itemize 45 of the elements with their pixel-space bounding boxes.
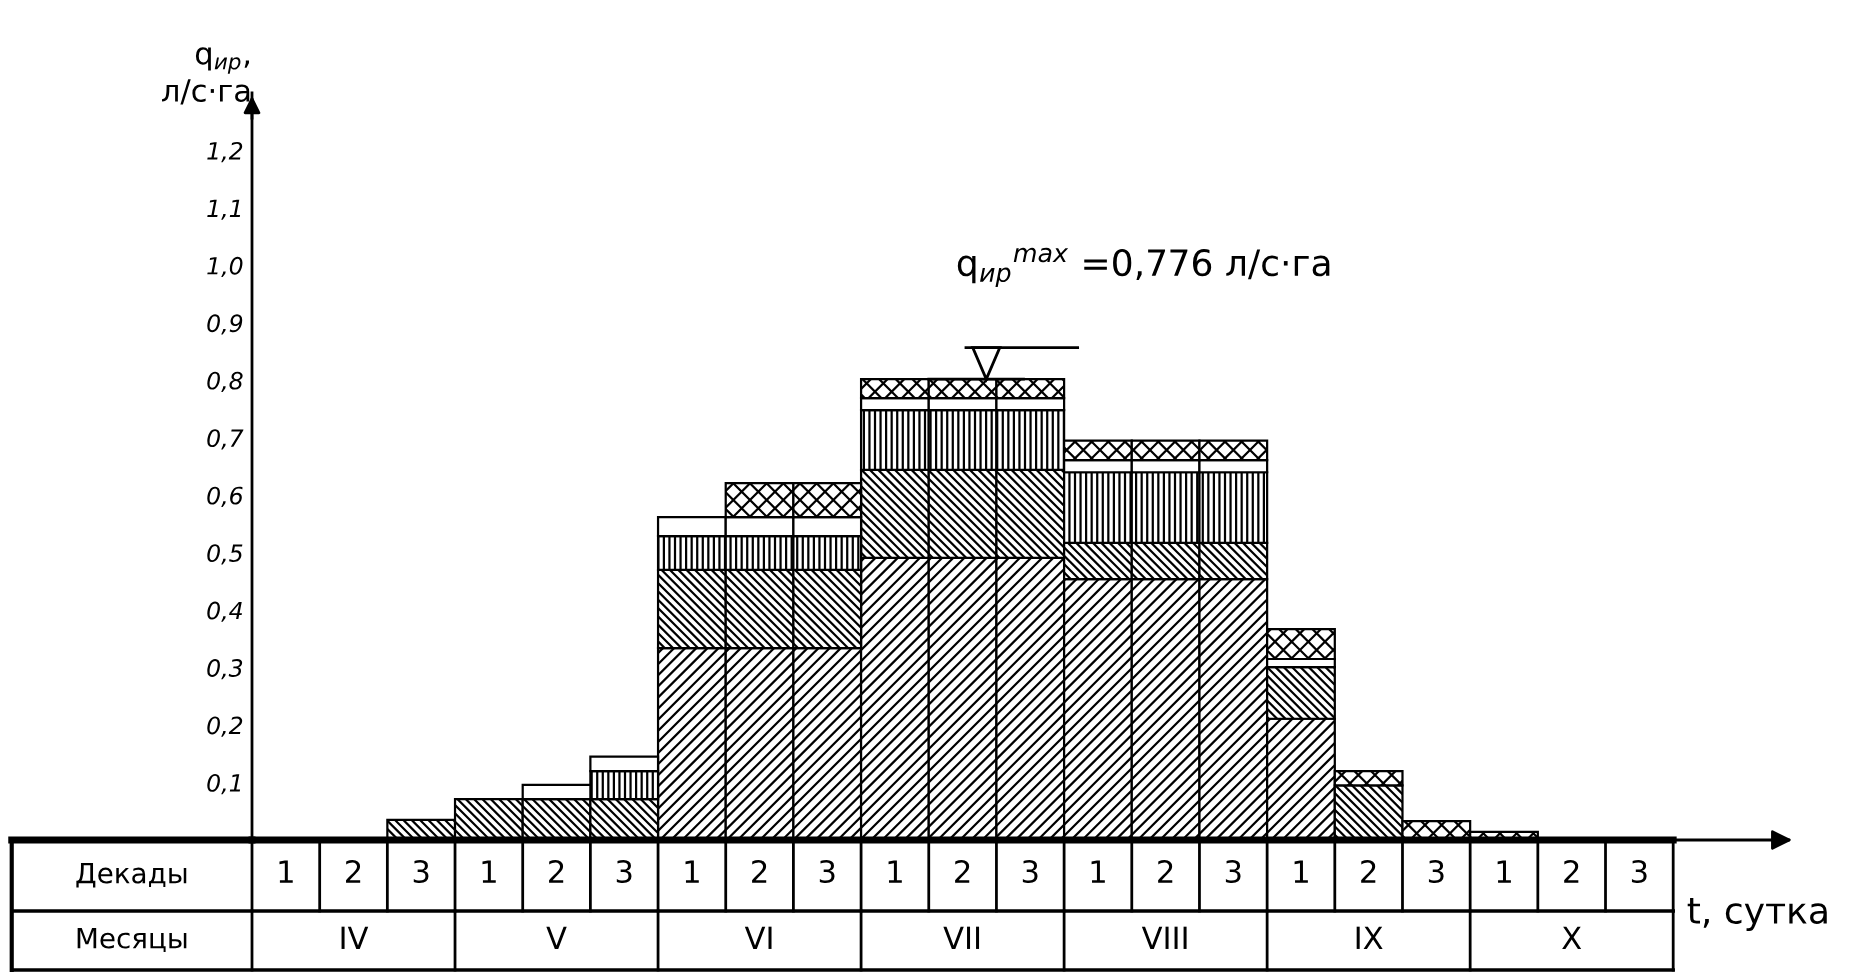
y-tick-label: 0,4 (207, 601, 242, 622)
x-tick-label: 2 (549, 859, 564, 883)
text: VIII (1141, 926, 1187, 949)
x-tick-label: 3 (616, 859, 632, 884)
text: VII (943, 926, 980, 949)
x-tick-label: 3 (1631, 859, 1647, 884)
text: Декады (76, 862, 187, 888)
annotation: q$_{ир}$$^{max}$ =0,776 л/с·га (957, 247, 1330, 288)
x-tick-label: 1 (1091, 860, 1105, 883)
x-tick-label: 2 (1361, 859, 1376, 883)
x-tick-label: 1 (685, 860, 699, 883)
y-tick-label: 0,5 (207, 544, 243, 565)
x-tick-label: 1 (1497, 860, 1511, 883)
x-tick-label: 1 (279, 860, 293, 883)
x-tick-label: 3 (819, 859, 835, 884)
y-tick-label: 0,6 (207, 486, 243, 507)
y-axis-title: q$_{ир}$, л/с·га (162, 47, 250, 105)
x-tick-label: 2 (752, 859, 767, 883)
x-tick-label: 3 (1428, 859, 1444, 884)
y-tick-label: 0,3 (207, 659, 243, 680)
x-tick-label: 3 (1225, 859, 1241, 884)
x-tick-label: 2 (1158, 859, 1173, 883)
x-tick-label: 1 (482, 860, 496, 883)
x-tick-label: 2 (955, 859, 970, 883)
y-tick-label: 1,2 (207, 141, 243, 163)
y-tick-label: 0,1 (207, 773, 241, 795)
y-tick-label: 1,0 (207, 256, 243, 278)
y-tick-label: 0,8 (207, 371, 243, 393)
y-tick-label: 0,7 (207, 429, 244, 450)
text: IV (341, 926, 369, 949)
y-tick-label: 0,2 (207, 716, 243, 737)
text: X (1562, 926, 1582, 949)
text: Месяцы (77, 927, 187, 953)
x-tick-label: 2 (346, 859, 361, 883)
x-axis-title: t, сутка (1687, 898, 1827, 931)
x-tick-label: 3 (1022, 859, 1038, 884)
x-tick-label: 2 (1564, 859, 1579, 883)
x-tick-label: 3 (413, 859, 429, 884)
y-tick-label: 1,1 (207, 199, 241, 220)
y-tick-label: 0,9 (207, 314, 243, 335)
text: IX (1356, 926, 1383, 949)
x-tick-label: 1 (1294, 860, 1308, 883)
text: V (546, 926, 567, 949)
x-tick-label: 1 (888, 860, 902, 883)
text: VI (744, 926, 772, 949)
